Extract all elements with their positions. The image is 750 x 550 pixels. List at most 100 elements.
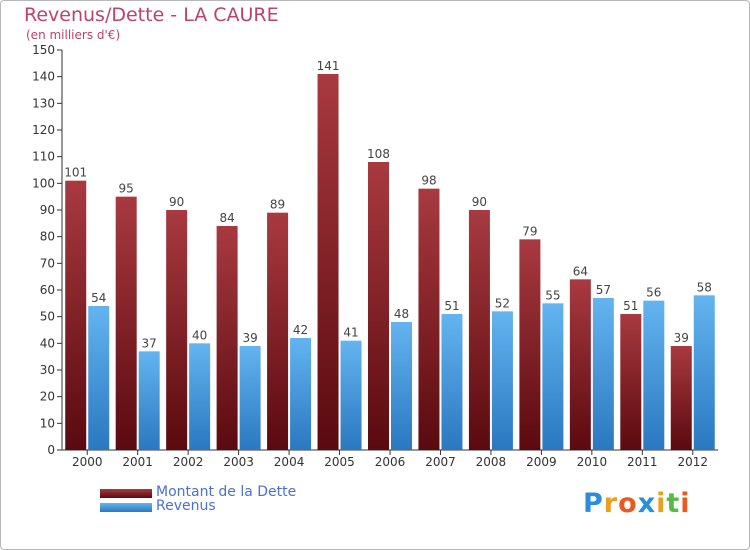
bar-dette	[216, 226, 238, 450]
value-label: 54	[91, 291, 106, 305]
y-tick-label: 140	[32, 70, 55, 84]
bar-revenus	[441, 314, 463, 450]
x-tick-label: 2012	[677, 455, 708, 469]
value-label: 41	[343, 326, 358, 340]
bar-dette	[519, 239, 541, 450]
value-label: 64	[573, 264, 588, 278]
bar-dette	[670, 346, 692, 450]
y-tick-label: 150	[32, 43, 55, 57]
value-label: 84	[219, 211, 234, 225]
chart-title: Revenus/Dette - LA CAURE	[24, 4, 279, 26]
bar-revenus	[693, 295, 715, 450]
value-label: 108	[367, 147, 390, 161]
bar-dette	[65, 180, 87, 450]
value-label: 51	[444, 299, 459, 313]
logo-letter: P	[583, 488, 604, 519]
value-label: 95	[119, 182, 134, 196]
value-label: 51	[623, 299, 638, 313]
value-label: 79	[522, 224, 537, 238]
y-tick-label: 80	[40, 230, 55, 244]
bar-dette	[569, 279, 591, 450]
value-label: 42	[293, 323, 308, 337]
bar-revenus	[643, 300, 665, 450]
bar-dette	[418, 188, 440, 450]
value-label: 55	[545, 288, 560, 302]
value-label: 98	[421, 174, 436, 188]
value-label: 90	[169, 195, 184, 209]
legend-label-revenus: Revenus	[156, 498, 216, 514]
logo-letter: i	[680, 488, 691, 519]
y-tick-label: 10	[40, 416, 55, 430]
y-tick-label: 100	[32, 176, 55, 190]
y-tick-label: 20	[40, 390, 55, 404]
logo-letter: t	[666, 488, 681, 519]
bar-revenus	[88, 306, 110, 450]
y-axis-ticks: 0 10 20 30 40 50 60 70 80 90 100 110 120 130 140 150	[32, 43, 62, 457]
bars	[65, 74, 715, 450]
value-label: 101	[64, 166, 87, 180]
value-label: 40	[192, 328, 207, 342]
x-tick-label: 2009	[526, 455, 557, 469]
bar-dette	[317, 74, 339, 450]
bar-dette	[368, 162, 389, 450]
x-tick-label: 2003	[223, 455, 254, 469]
x-tick-label: 2004	[274, 455, 305, 469]
bar-dette	[468, 210, 490, 450]
bar-revenus	[340, 340, 362, 450]
value-label: 39	[242, 331, 257, 345]
y-tick-label: 110	[32, 150, 55, 164]
y-tick-label: 30	[40, 363, 55, 377]
bar-dette	[115, 196, 137, 450]
bar-dette	[267, 212, 289, 450]
y-tick-label: 0	[47, 443, 55, 457]
y-tick-label: 120	[32, 123, 55, 137]
x-tick-label: 2005	[324, 455, 355, 469]
axes	[61, 50, 718, 451]
x-tick-label: 2008	[476, 455, 507, 469]
legend-swatch-dette	[100, 489, 152, 498]
value-label: 39	[674, 331, 689, 345]
legend-swatch-revenus	[100, 503, 152, 512]
value-label: 48	[394, 307, 409, 321]
y-tick-label: 90	[40, 203, 55, 217]
y-tick-label: 130	[32, 96, 55, 110]
value-label: 58	[697, 280, 712, 294]
value-label: 37	[142, 336, 157, 350]
x-tick-label: 2002	[173, 455, 204, 469]
bar-revenus	[542, 303, 564, 450]
y-tick-label: 60	[40, 283, 55, 297]
x-tick-label: 2006	[375, 455, 406, 469]
x-axis-ticks: 2000 2001 2002 2003 2004 2005 2006 2007 2008 2009…	[72, 450, 708, 469]
value-label: 90	[472, 195, 487, 209]
x-tick-label: 2001	[122, 455, 153, 469]
bar-revenus	[138, 351, 160, 450]
logo-letter: r	[603, 488, 619, 519]
chart-subtitle: (en milliers d'€)	[26, 28, 121, 42]
bar-dette	[166, 210, 188, 450]
y-tick-label: 70	[40, 256, 55, 270]
value-label: 89	[270, 198, 285, 212]
x-tick-label: 2010	[577, 455, 608, 469]
logo-letter: o	[618, 488, 638, 519]
x-tick-label: 2000	[72, 455, 103, 469]
proxiti-logo: Proxiti	[583, 488, 691, 519]
bar-revenus	[491, 311, 513, 450]
y-tick-label: 50	[40, 310, 55, 324]
logo-letter: i	[656, 488, 667, 519]
bar-revenus	[189, 343, 211, 450]
y-tick-label: 40	[40, 336, 55, 350]
value-label: 56	[646, 286, 661, 300]
bar-dette	[620, 314, 642, 450]
bar-revenus	[239, 346, 261, 450]
bar-revenus	[290, 338, 312, 450]
logo-letter: x	[637, 488, 657, 519]
value-label: 141	[317, 59, 340, 73]
value-label: 57	[596, 283, 611, 297]
value-labels: 101 54 95 37 90 40 84 39 89 42 141 41 108 48 98 51 90 52 7…	[64, 59, 712, 350]
x-tick-label: 2011	[627, 455, 658, 469]
legend-label-dette: Montant de la Dette	[156, 484, 297, 500]
value-label: 52	[495, 296, 510, 310]
x-tick-label: 2007	[425, 455, 456, 469]
bar-revenus	[592, 298, 614, 450]
